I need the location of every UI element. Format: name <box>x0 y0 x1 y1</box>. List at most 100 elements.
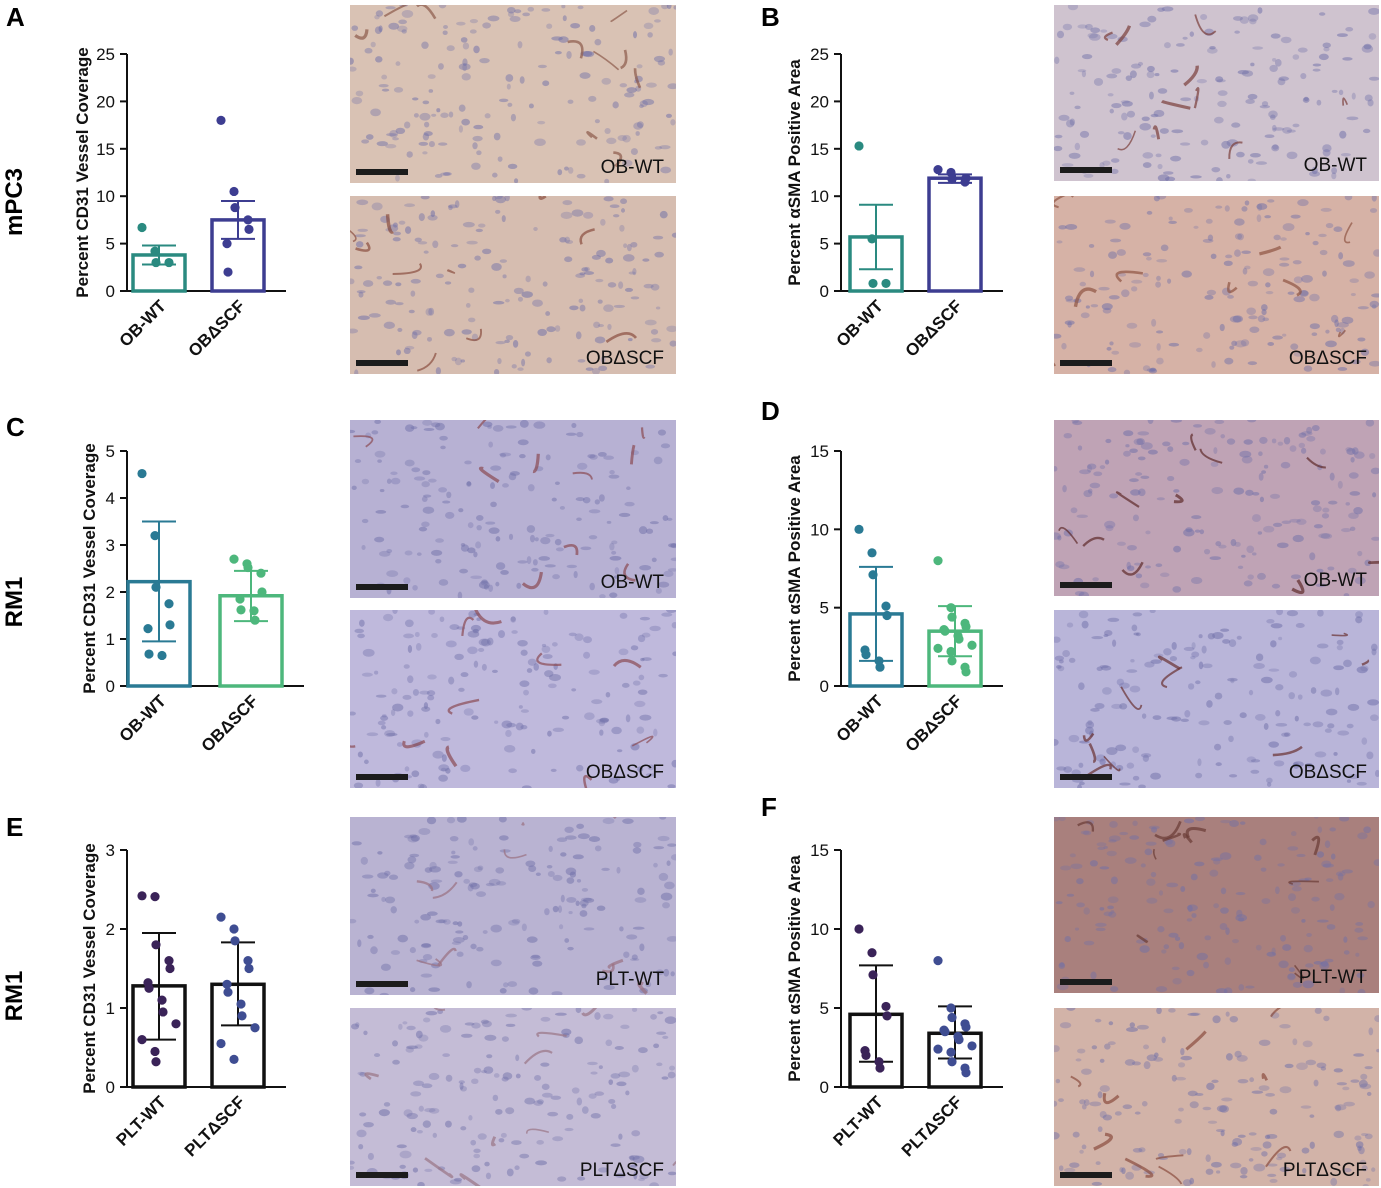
cell-nucleus <box>1373 859 1379 866</box>
cell-nucleus <box>1255 653 1264 662</box>
stained-vessel <box>490 1136 497 1147</box>
cell-nucleus <box>499 259 508 263</box>
y-axis-title: Percent CD31 Vessel Coverage <box>80 443 99 693</box>
cell-nucleus <box>1364 271 1375 279</box>
tissue-background <box>350 610 676 788</box>
cell-nucleus <box>471 1078 479 1085</box>
cell-nucleus <box>1238 984 1245 991</box>
cell-nucleus <box>1105 524 1114 532</box>
cell-nucleus <box>638 1047 648 1054</box>
cell-nucleus <box>1331 89 1338 93</box>
cell-nucleus <box>1252 492 1260 496</box>
cell-nucleus <box>1085 721 1095 729</box>
cell-nucleus <box>1327 566 1335 571</box>
cell-nucleus <box>1320 533 1333 540</box>
stained-vessel <box>385 214 394 234</box>
cell-nucleus <box>410 278 421 284</box>
cell-nucleus <box>458 508 464 513</box>
cell-nucleus <box>1140 582 1150 589</box>
cell-nucleus <box>660 892 673 901</box>
cell-nucleus <box>529 534 536 543</box>
cell-nucleus <box>1214 420 1225 424</box>
cell-nucleus <box>1123 430 1134 437</box>
cell-nucleus <box>1219 1105 1229 1113</box>
cell-nucleus <box>1313 961 1323 965</box>
cell-nucleus <box>664 1016 676 1025</box>
cell-nucleus <box>564 236 571 244</box>
cell-nucleus <box>1146 210 1153 215</box>
cell-nucleus <box>481 579 488 584</box>
cell-nucleus <box>374 1053 381 1058</box>
cell-nucleus <box>546 865 553 869</box>
cell-nucleus <box>1103 633 1109 638</box>
cell-nucleus <box>428 610 436 615</box>
cell-nucleus <box>1228 774 1238 778</box>
cell-nucleus <box>1292 761 1304 768</box>
cell-nucleus <box>1292 123 1300 128</box>
cell-nucleus <box>1361 737 1368 745</box>
micrograph-f-pltwt: PLT-WT <box>1054 817 1379 993</box>
data-point <box>158 1007 168 1017</box>
cell-nucleus <box>460 359 465 363</box>
cell-nucleus <box>1077 1048 1086 1054</box>
cell-nucleus <box>1309 1141 1315 1149</box>
cell-nucleus <box>1058 1098 1064 1103</box>
cell-nucleus <box>1143 1061 1151 1070</box>
cell-nucleus <box>594 38 602 46</box>
data-point <box>164 599 174 609</box>
stained-vessel <box>1124 1157 1154 1178</box>
cell-nucleus <box>1289 445 1297 452</box>
cell-nucleus <box>1272 522 1283 528</box>
cell-nucleus <box>1074 142 1081 151</box>
cell-nucleus <box>1354 576 1366 585</box>
data-point <box>868 570 878 580</box>
cell-nucleus <box>1244 265 1251 270</box>
cell-nucleus <box>545 533 555 538</box>
cell-nucleus <box>392 1040 399 1047</box>
cell-nucleus <box>1213 447 1218 455</box>
data-point <box>229 554 239 564</box>
cell-nucleus <box>392 137 399 141</box>
cell-nucleus <box>1070 863 1083 870</box>
cell-nucleus <box>554 325 561 332</box>
cell-nucleus <box>1257 572 1266 580</box>
stained-vessel <box>1120 686 1143 710</box>
cell-nucleus <box>1263 722 1269 730</box>
cell-nucleus <box>1215 762 1222 767</box>
cell-nucleus <box>355 90 364 97</box>
cell-nucleus <box>564 938 570 943</box>
data-point <box>243 215 253 225</box>
cell-nucleus <box>536 1140 544 1145</box>
data-point <box>867 948 877 958</box>
stained-vessel <box>640 427 646 439</box>
cell-nucleus <box>579 304 586 312</box>
cell-nucleus <box>1095 754 1106 762</box>
cell-nucleus <box>1293 276 1303 284</box>
cell-nucleus <box>454 200 460 209</box>
cell-nucleus <box>524 1097 536 1105</box>
cell-nucleus <box>1193 225 1199 229</box>
stained-vessel <box>1102 1092 1120 1105</box>
cell-nucleus <box>570 22 581 29</box>
cell-nucleus <box>507 102 513 107</box>
cell-nucleus <box>1349 526 1356 531</box>
cell-nucleus <box>559 506 565 510</box>
cell-nucleus <box>1055 1078 1061 1084</box>
cell-nucleus <box>1081 1104 1087 1110</box>
cell-nucleus <box>490 501 497 508</box>
cell-nucleus <box>622 134 631 143</box>
cell-nucleus <box>1116 249 1126 256</box>
cell-nucleus <box>390 471 398 476</box>
cell-nucleus <box>1365 420 1375 427</box>
cell-nucleus <box>531 748 536 754</box>
cell-nucleus <box>588 836 601 843</box>
cell-nucleus <box>458 687 465 692</box>
cell-nucleus <box>1061 163 1074 167</box>
cell-nucleus <box>667 83 676 90</box>
micrograph-caption: OB-WT <box>600 157 664 178</box>
cell-nucleus <box>1219 852 1232 860</box>
cell-nucleus <box>1368 1027 1374 1036</box>
cell-nucleus <box>1343 1101 1355 1107</box>
data-point <box>165 963 175 974</box>
data-point <box>875 1063 885 1073</box>
